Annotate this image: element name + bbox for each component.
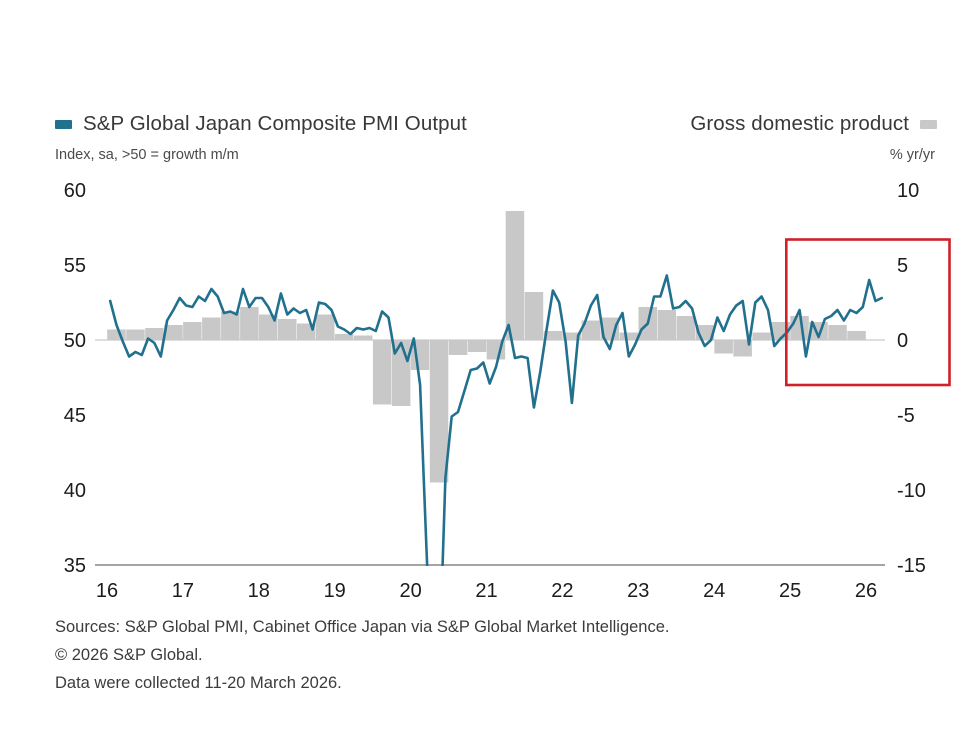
gdp-bar — [581, 320, 601, 340]
y-axis-right-tick: 0 — [897, 330, 908, 352]
gdp-bar — [733, 340, 752, 357]
x-axis-tick: 20 — [399, 580, 421, 602]
x-axis-tick: 22 — [551, 580, 573, 602]
gdp-bar — [107, 329, 126, 340]
y-axis-left-tick: 55 — [64, 255, 86, 277]
axis-subtitles: Index, sa, >50 = growth m/m % yr/yr — [55, 147, 935, 163]
gdp-bar — [429, 340, 449, 483]
pmi-line-swatch-icon — [55, 119, 72, 129]
highlight-rect — [784, 238, 951, 387]
x-axis-tick: 16 — [96, 580, 118, 602]
gdp-bar-swatch-icon — [920, 119, 937, 129]
y-axis-left-tick: 60 — [64, 180, 86, 202]
legend-item-gdp: Gross domestic product — [690, 112, 937, 136]
y-axis-left-tick: 45 — [64, 405, 86, 427]
legend: S&P Global Japan Composite PMI Output Gr… — [55, 112, 937, 136]
gdp-bar — [676, 316, 695, 340]
legend-label-gdp: Gross domestic product — [690, 112, 909, 135]
legend-label-pmi: S&P Global Japan Composite PMI Output — [83, 112, 467, 135]
x-axis-tick: 23 — [627, 580, 649, 602]
gdp-bar — [619, 332, 639, 340]
y-axis-left-tick: 35 — [64, 555, 86, 577]
sources-line-1: Sources: S&P Global PMI, Cabinet Office … — [55, 618, 670, 636]
x-axis-tick: 25 — [779, 580, 801, 602]
pmi-line — [108, 274, 884, 566]
gdp-bar — [372, 340, 392, 405]
gdp-bar — [259, 314, 278, 340]
sources-line-2: © 2026 S&P Global. — [55, 645, 203, 664]
right-axis-subtitle: % yr/yr — [889, 147, 935, 163]
gdp-bar — [126, 329, 145, 340]
x-axis-tick: 18 — [248, 580, 270, 602]
gdp-bar — [164, 325, 183, 340]
gdp-bar — [752, 332, 771, 340]
x-axis-tick: 17 — [172, 580, 194, 602]
gdp-bar — [145, 328, 164, 340]
x-axis-tick: 21 — [475, 580, 497, 602]
y-axis-right-tick: 5 — [897, 255, 908, 277]
y-axis-right-tick: -10 — [897, 480, 926, 502]
x-axis-tick: 24 — [703, 580, 725, 602]
gdp-bar — [790, 316, 809, 340]
gdp-bar — [448, 340, 468, 355]
gdp-bar — [221, 311, 240, 340]
gdp-bar — [202, 317, 221, 340]
gdp-bar — [278, 319, 297, 340]
y-axis-left-tick: 50 — [64, 330, 86, 352]
gdp-bar — [543, 331, 563, 340]
gdp-bar — [828, 325, 847, 340]
gdp-bar — [334, 334, 354, 340]
gdp-bar — [240, 307, 259, 340]
gdp-bar — [562, 332, 582, 340]
y-axis-left-tick: 40 — [64, 480, 86, 502]
sources-text: Sources: S&P Global PMI, Cabinet Office … — [55, 614, 670, 669]
x-axis-tick: 26 — [855, 580, 877, 602]
gdp-bar — [714, 340, 733, 354]
y-axis-right-tick: -15 — [897, 555, 926, 577]
y-axis-right-tick: 10 — [897, 180, 919, 202]
gdp-bar — [505, 211, 525, 340]
gdp-bar — [353, 335, 373, 340]
y-axis-right-tick: -5 — [897, 405, 915, 427]
gdp-bar — [183, 322, 202, 340]
legend-item-pmi: S&P Global Japan Composite PMI Output — [55, 112, 467, 136]
gdp-bar — [524, 292, 544, 340]
collection-note: Data were collected 11-20 March 2026. — [55, 674, 342, 692]
gdp-bar — [467, 340, 487, 352]
gdp-bar — [657, 310, 676, 340]
gdp-bar — [316, 314, 335, 340]
x-axis-tick: 19 — [324, 580, 346, 602]
left-axis-subtitle: Index, sa, >50 = growth m/m — [55, 147, 239, 163]
gdp-bar — [847, 331, 866, 340]
